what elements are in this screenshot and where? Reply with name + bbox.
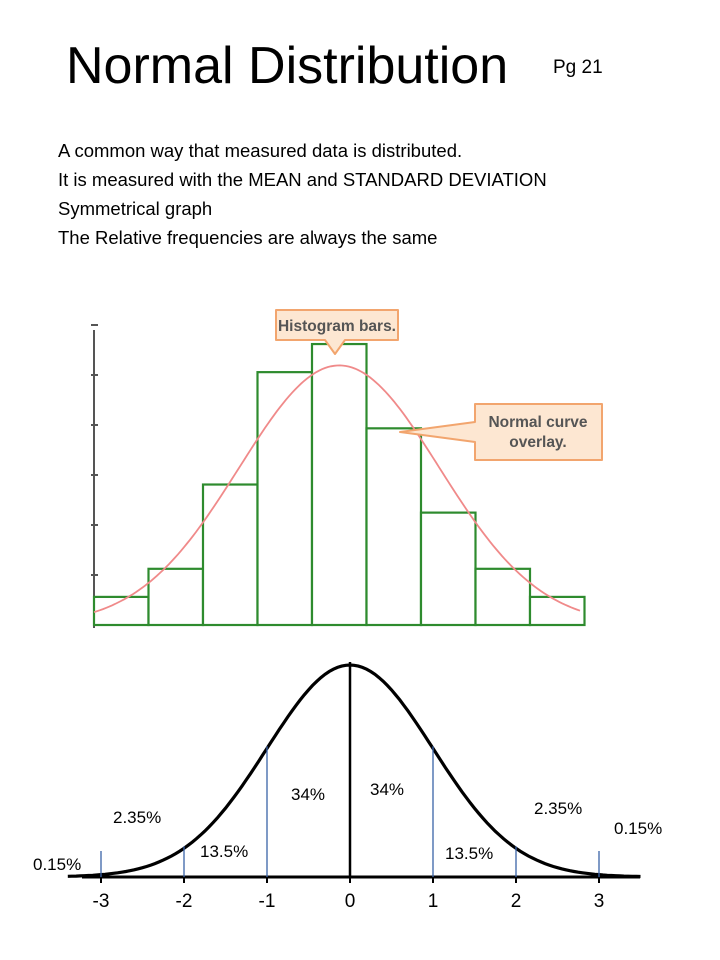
callout-shape — [275, 309, 399, 355]
region-label: 0.15% — [33, 855, 82, 874]
normal-curve-overlay — [93, 364, 581, 614]
x-tick-label: 2 — [511, 891, 522, 912]
callout-text: Histogram bars. — [278, 318, 396, 335]
region-label: 2.35% — [534, 799, 583, 818]
region-label: 34% — [291, 785, 326, 804]
region-label: 13.5% — [200, 842, 249, 861]
region-label: 2.35% — [113, 808, 162, 827]
x-tick-label: 1 — [428, 891, 439, 912]
region-label: 34% — [370, 780, 405, 799]
region-label: 0.15% — [614, 819, 663, 838]
page-title: Normal Distribution — [66, 37, 509, 95]
histogram-bar — [310, 342, 368, 627]
x-tick-label: 3 — [594, 891, 605, 912]
bullet-item: The Relative frequencies are always the … — [58, 227, 438, 248]
x-tick-label: 0 — [345, 891, 356, 912]
bullet-item: It is measured with the MEAN and STANDAR… — [58, 169, 547, 190]
histogram-bar — [474, 567, 532, 627]
bell-curve — [67, 663, 641, 879]
callout-shape — [399, 403, 603, 461]
histogram-bar — [147, 567, 205, 627]
x-tick-label: -3 — [93, 891, 110, 912]
x-tick-label: -1 — [259, 891, 276, 912]
bullet-list: A common way that measured data is distr… — [58, 136, 547, 252]
region-label: 13.5% — [445, 844, 494, 863]
page-reference: Pg 21 — [553, 57, 603, 78]
histogram-bar — [256, 371, 314, 627]
histogram-bar — [365, 427, 423, 627]
histogram-bar — [419, 511, 477, 627]
bullet-item: A common way that measured data is distr… — [58, 140, 463, 161]
x-tick-label: -2 — [176, 891, 193, 912]
histogram-bar — [528, 595, 586, 627]
bullet-item: Symmetrical graph — [58, 198, 213, 219]
callout-normal-curve: Normal curve overlay. — [399, 403, 603, 461]
callout-histogram-bars: Histogram bars. — [275, 309, 399, 355]
callout-text: Normal curve overlay. — [488, 414, 587, 451]
